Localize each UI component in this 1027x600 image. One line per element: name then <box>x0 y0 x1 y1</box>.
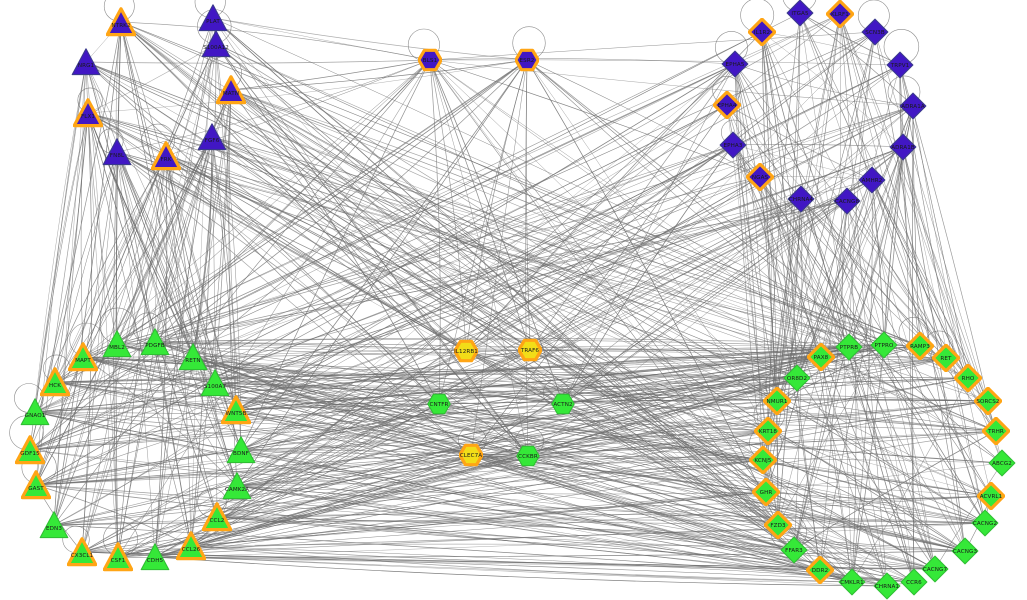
graph-node-adra1b[interactable] <box>889 133 917 161</box>
graph-node-ccr6[interactable] <box>900 568 928 596</box>
graph-node-gnao1[interactable] <box>20 397 50 427</box>
graph-node-itga5[interactable] <box>786 0 814 27</box>
graph-node-gdf15[interactable] <box>14 435 46 465</box>
graph-node-ptprb[interactable] <box>835 333 863 361</box>
graph-node-retn[interactable] <box>178 342 208 372</box>
graph-node-ngas[interactable] <box>745 162 775 192</box>
graph-node-kcnj5[interactable] <box>748 445 778 475</box>
graph-node-cacng7[interactable] <box>921 555 949 583</box>
graph-node-nrg1[interactable] <box>71 47 101 77</box>
graph-node-epha3[interactable] <box>719 131 747 159</box>
graph-node-fn8l[interactable] <box>102 137 132 167</box>
graph-node-cx3cl1[interactable] <box>66 537 98 567</box>
graph-node-ccl2[interactable] <box>201 502 233 532</box>
graph-node-abcg2[interactable] <box>988 449 1016 477</box>
graph-node-fgf6[interactable] <box>197 122 227 152</box>
graph-node-ramp3[interactable] <box>905 331 935 361</box>
graph-node-il12rb1[interactable] <box>453 339 479 363</box>
graph-node-pdgfb[interactable] <box>140 327 170 357</box>
graph-node-camk2a[interactable] <box>222 471 252 501</box>
graph-node-bls1[interactable] <box>417 48 443 72</box>
graph-node-cdh5[interactable] <box>140 542 170 572</box>
graph-node-trhr[interactable] <box>981 416 1011 446</box>
graph-node-ccl26[interactable] <box>175 531 207 561</box>
graph-node-epha4[interactable] <box>712 90 742 120</box>
graph-node-chrna4[interactable] <box>787 185 815 213</box>
graph-node-epha5[interactable] <box>721 50 749 78</box>
graph-node-ghr[interactable] <box>751 477 781 507</box>
graph-node-rho[interactable] <box>953 363 983 393</box>
graph-node-scn3b[interactable] <box>861 18 889 46</box>
graph-node-trpv1[interactable] <box>886 51 914 79</box>
graph-node-gast[interactable] <box>20 470 52 500</box>
graph-node-clec7a[interactable] <box>458 443 484 467</box>
graph-node-acvrl1[interactable] <box>976 481 1006 511</box>
graph-node-bdnf[interactable] <box>226 435 256 465</box>
graph-node-or8d2[interactable] <box>783 364 811 392</box>
graph-node-mapt[interactable] <box>67 342 99 372</box>
graph-node-actn2[interactable] <box>551 392 575 416</box>
graph-node-sorcs2[interactable] <box>973 386 1003 416</box>
graph-node-ffar3[interactable] <box>780 536 808 564</box>
graph-node-cacng8[interactable] <box>833 187 861 215</box>
graph-node-adra1a[interactable] <box>899 92 927 120</box>
graph-node-edn3[interactable] <box>39 510 69 540</box>
graph-node-s100a12[interactable] <box>201 29 231 59</box>
graph-node-csf1[interactable] <box>102 542 134 572</box>
graph-node-fzd3[interactable] <box>763 510 793 540</box>
graph-node-esr2[interactable] <box>514 48 540 72</box>
graph-node-krt18[interactable] <box>753 416 783 446</box>
graph-node-hck[interactable] <box>39 367 71 397</box>
graph-node-ntrk2[interactable] <box>105 7 137 37</box>
graph-node-amhr2[interactable] <box>858 166 886 194</box>
graph-node-cntfr[interactable] <box>427 392 451 416</box>
graph-node-nmur1[interactable] <box>762 386 792 416</box>
graph-node-cacng3[interactable] <box>951 537 979 565</box>
graph-node-wnt5b[interactable] <box>220 395 252 425</box>
graph-node-cckbr[interactable] <box>516 444 540 468</box>
graph-node-traf6[interactable] <box>517 338 543 362</box>
graph-node-matn[interactable] <box>215 75 247 105</box>
graph-node-mbl2[interactable] <box>102 329 132 359</box>
graph-node-s100a7[interactable] <box>200 368 230 398</box>
graph-node-chrna1[interactable] <box>873 572 901 600</box>
graph-node-ptpro[interactable] <box>870 331 898 359</box>
graph-node-klrf1[interactable] <box>825 0 855 29</box>
graph-node-ddr2[interactable] <box>805 555 835 585</box>
graph-node-pax8[interactable] <box>806 342 836 372</box>
graph-node-frk[interactable] <box>150 141 182 171</box>
graph-node-cmklr1[interactable] <box>838 568 866 596</box>
graph-node-cacng2[interactable] <box>971 509 999 537</box>
graph-node-ret[interactable] <box>931 343 961 373</box>
graph-node-plat[interactable] <box>198 3 228 33</box>
graph-node-il1r2[interactable] <box>747 17 777 47</box>
graph-node-flx1[interactable] <box>72 98 104 128</box>
